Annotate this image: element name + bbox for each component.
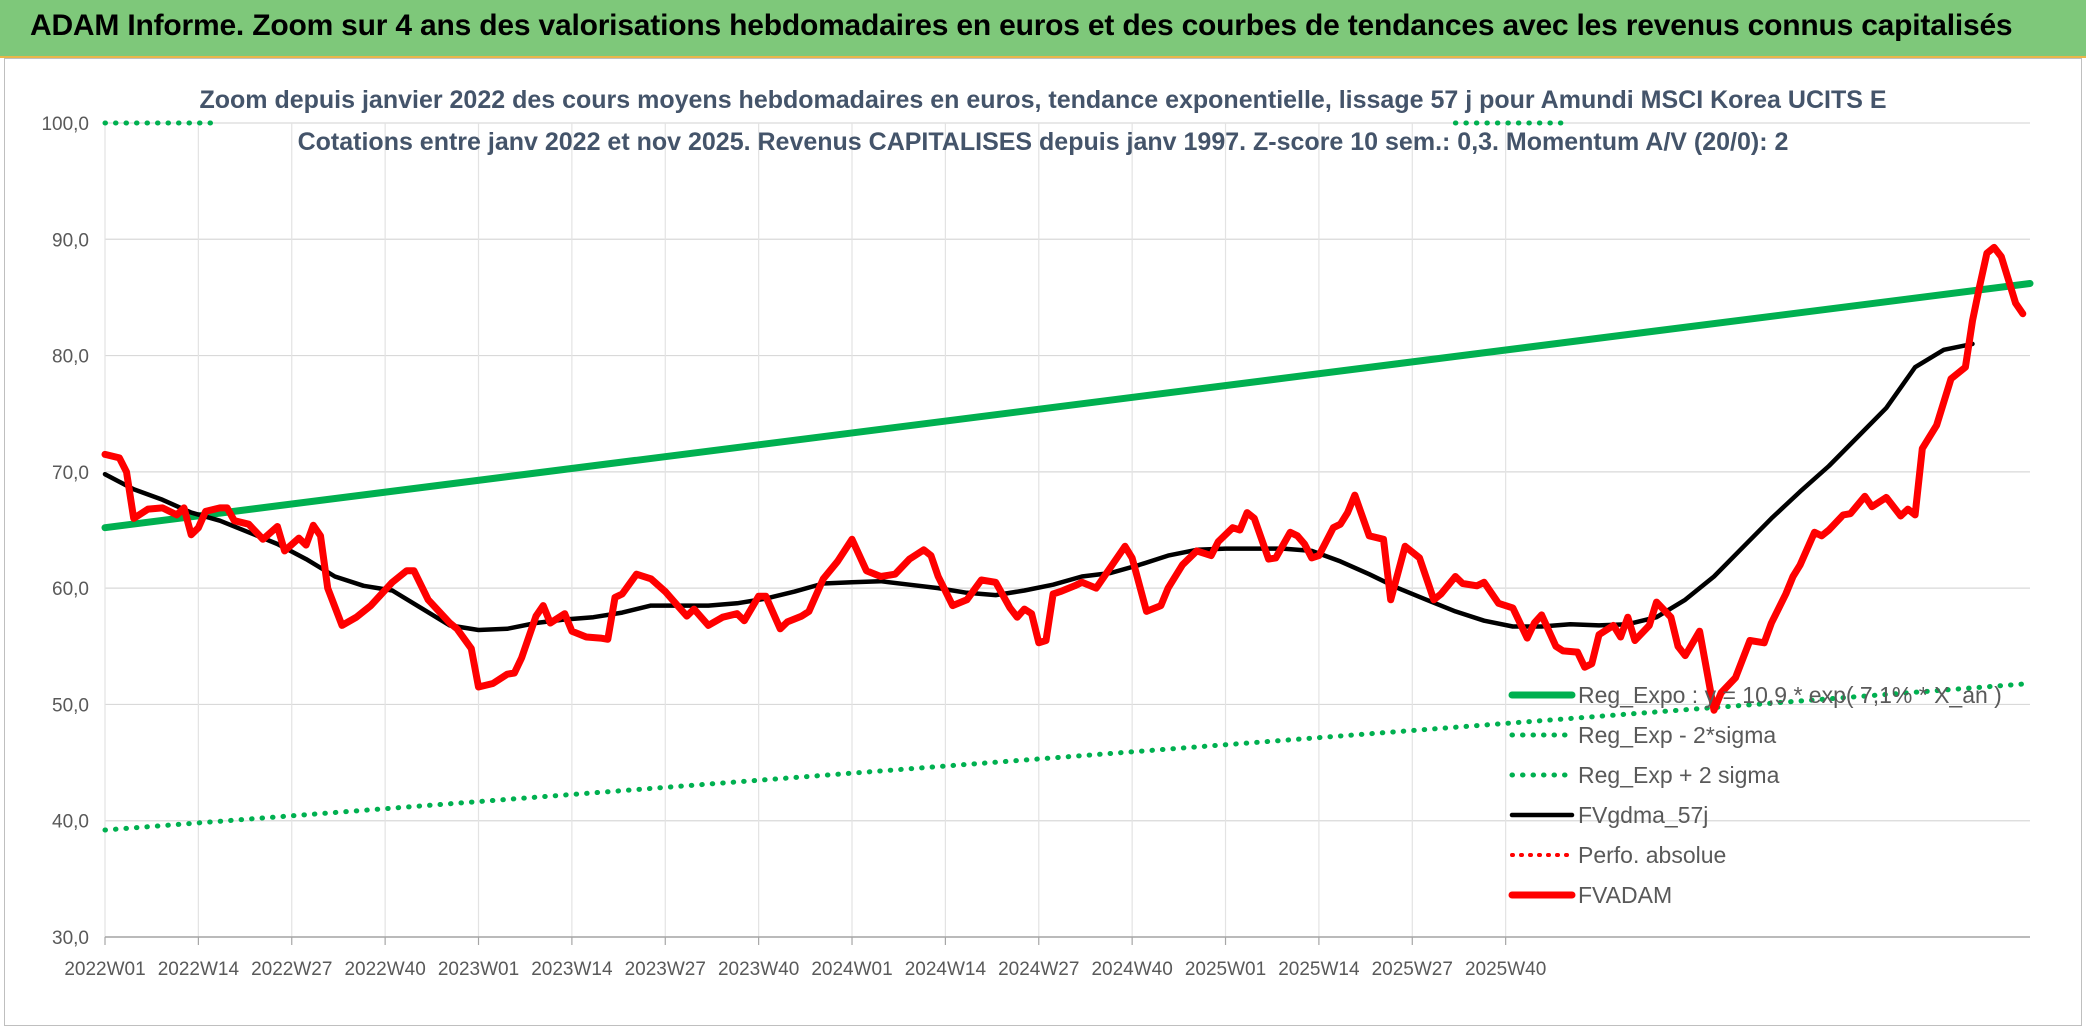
grid — [104, 122, 2030, 938]
y-axis-ticks: 30,0 40,0 50,0 60,0 70,0 80,0 90,0 100,0 — [41, 114, 89, 949]
report-title: ADAM Informe. Zoom sur 4 ans des valoris… — [30, 9, 2013, 42]
y-tick-label: 50,0 — [52, 695, 89, 716]
x-tick-label: 2023W40 — [718, 959, 799, 980]
y-tick-label: 100,0 — [41, 114, 89, 135]
y-tick-label: 40,0 — [52, 812, 89, 833]
series-lines — [101, 120, 2034, 833]
legend: Reg_Expo : y = 10,9 * exp( 7,1% * X_an )… — [1508, 682, 2002, 908]
y-tick-label: 80,0 — [52, 347, 89, 368]
title-backdrop — [240, 80, 1840, 120]
legend-label: Reg_Exp - 2*sigma — [1578, 722, 1776, 748]
y-tick-label: 90,0 — [52, 230, 89, 251]
x-tick-label: 2023W01 — [438, 959, 519, 980]
x-tick-label: 2024W14 — [905, 959, 987, 980]
chart-subtitle: Cotations entre janv 2022 et nov 2025. R… — [298, 128, 1789, 156]
legend-label: FVgdma_57j — [1578, 802, 1708, 828]
series-reg-expo — [101, 280, 2034, 532]
x-tick-label: 2025W40 — [1465, 959, 1546, 980]
legend-label: Reg_Expo : y = 10,9 * exp( 7,1% * X_an ) — [1578, 682, 2002, 708]
x-tick-label: 2022W14 — [158, 959, 240, 980]
plot-border — [4, 58, 2082, 1026]
legend-label: Perfo. absolue — [1578, 842, 1726, 868]
y-tick-label: 60,0 — [52, 579, 89, 600]
legend-label: Reg_Exp + 2 sigma — [1578, 762, 1780, 788]
chart-title: Zoom depuis janvier 2022 des cours moyen… — [199, 86, 1886, 114]
x-tick-label: 2024W40 — [1091, 959, 1172, 980]
x-tick-label: 2025W14 — [1278, 959, 1360, 980]
x-tick-label: 2024W27 — [998, 959, 1079, 980]
y-tick-label: 70,0 — [52, 463, 89, 484]
x-tick-label: 2022W27 — [251, 959, 332, 980]
series-reg-exp — [102, 681, 2033, 833]
x-tick-label: 2022W40 — [344, 959, 425, 980]
x-tick-label: 2023W27 — [625, 959, 706, 980]
x-tick-label: 2022W01 — [64, 959, 145, 980]
chart-titles: Zoom depuis janvier 2022 des cours moyen… — [199, 80, 1887, 156]
legend-label: FVADAM — [1578, 882, 1672, 908]
report-banner: ADAM Informe. Zoom sur 4 ans des valoris… — [0, 0, 2086, 58]
series-fvadam — [101, 243, 2027, 714]
x-tick-label: 2025W27 — [1372, 959, 1453, 980]
x-tick-label: 2025W01 — [1185, 959, 1266, 980]
x-tick-label: 2023W14 — [531, 959, 613, 980]
x-axis-ticks: 2022W01 2022W14 2022W27 2022W40 2023W01 2023W… — [64, 936, 2030, 980]
y-tick-label: 30,0 — [52, 928, 89, 949]
x-tick-label: 2024W01 — [811, 959, 892, 980]
series-fvgdma-57j — [102, 341, 1975, 633]
